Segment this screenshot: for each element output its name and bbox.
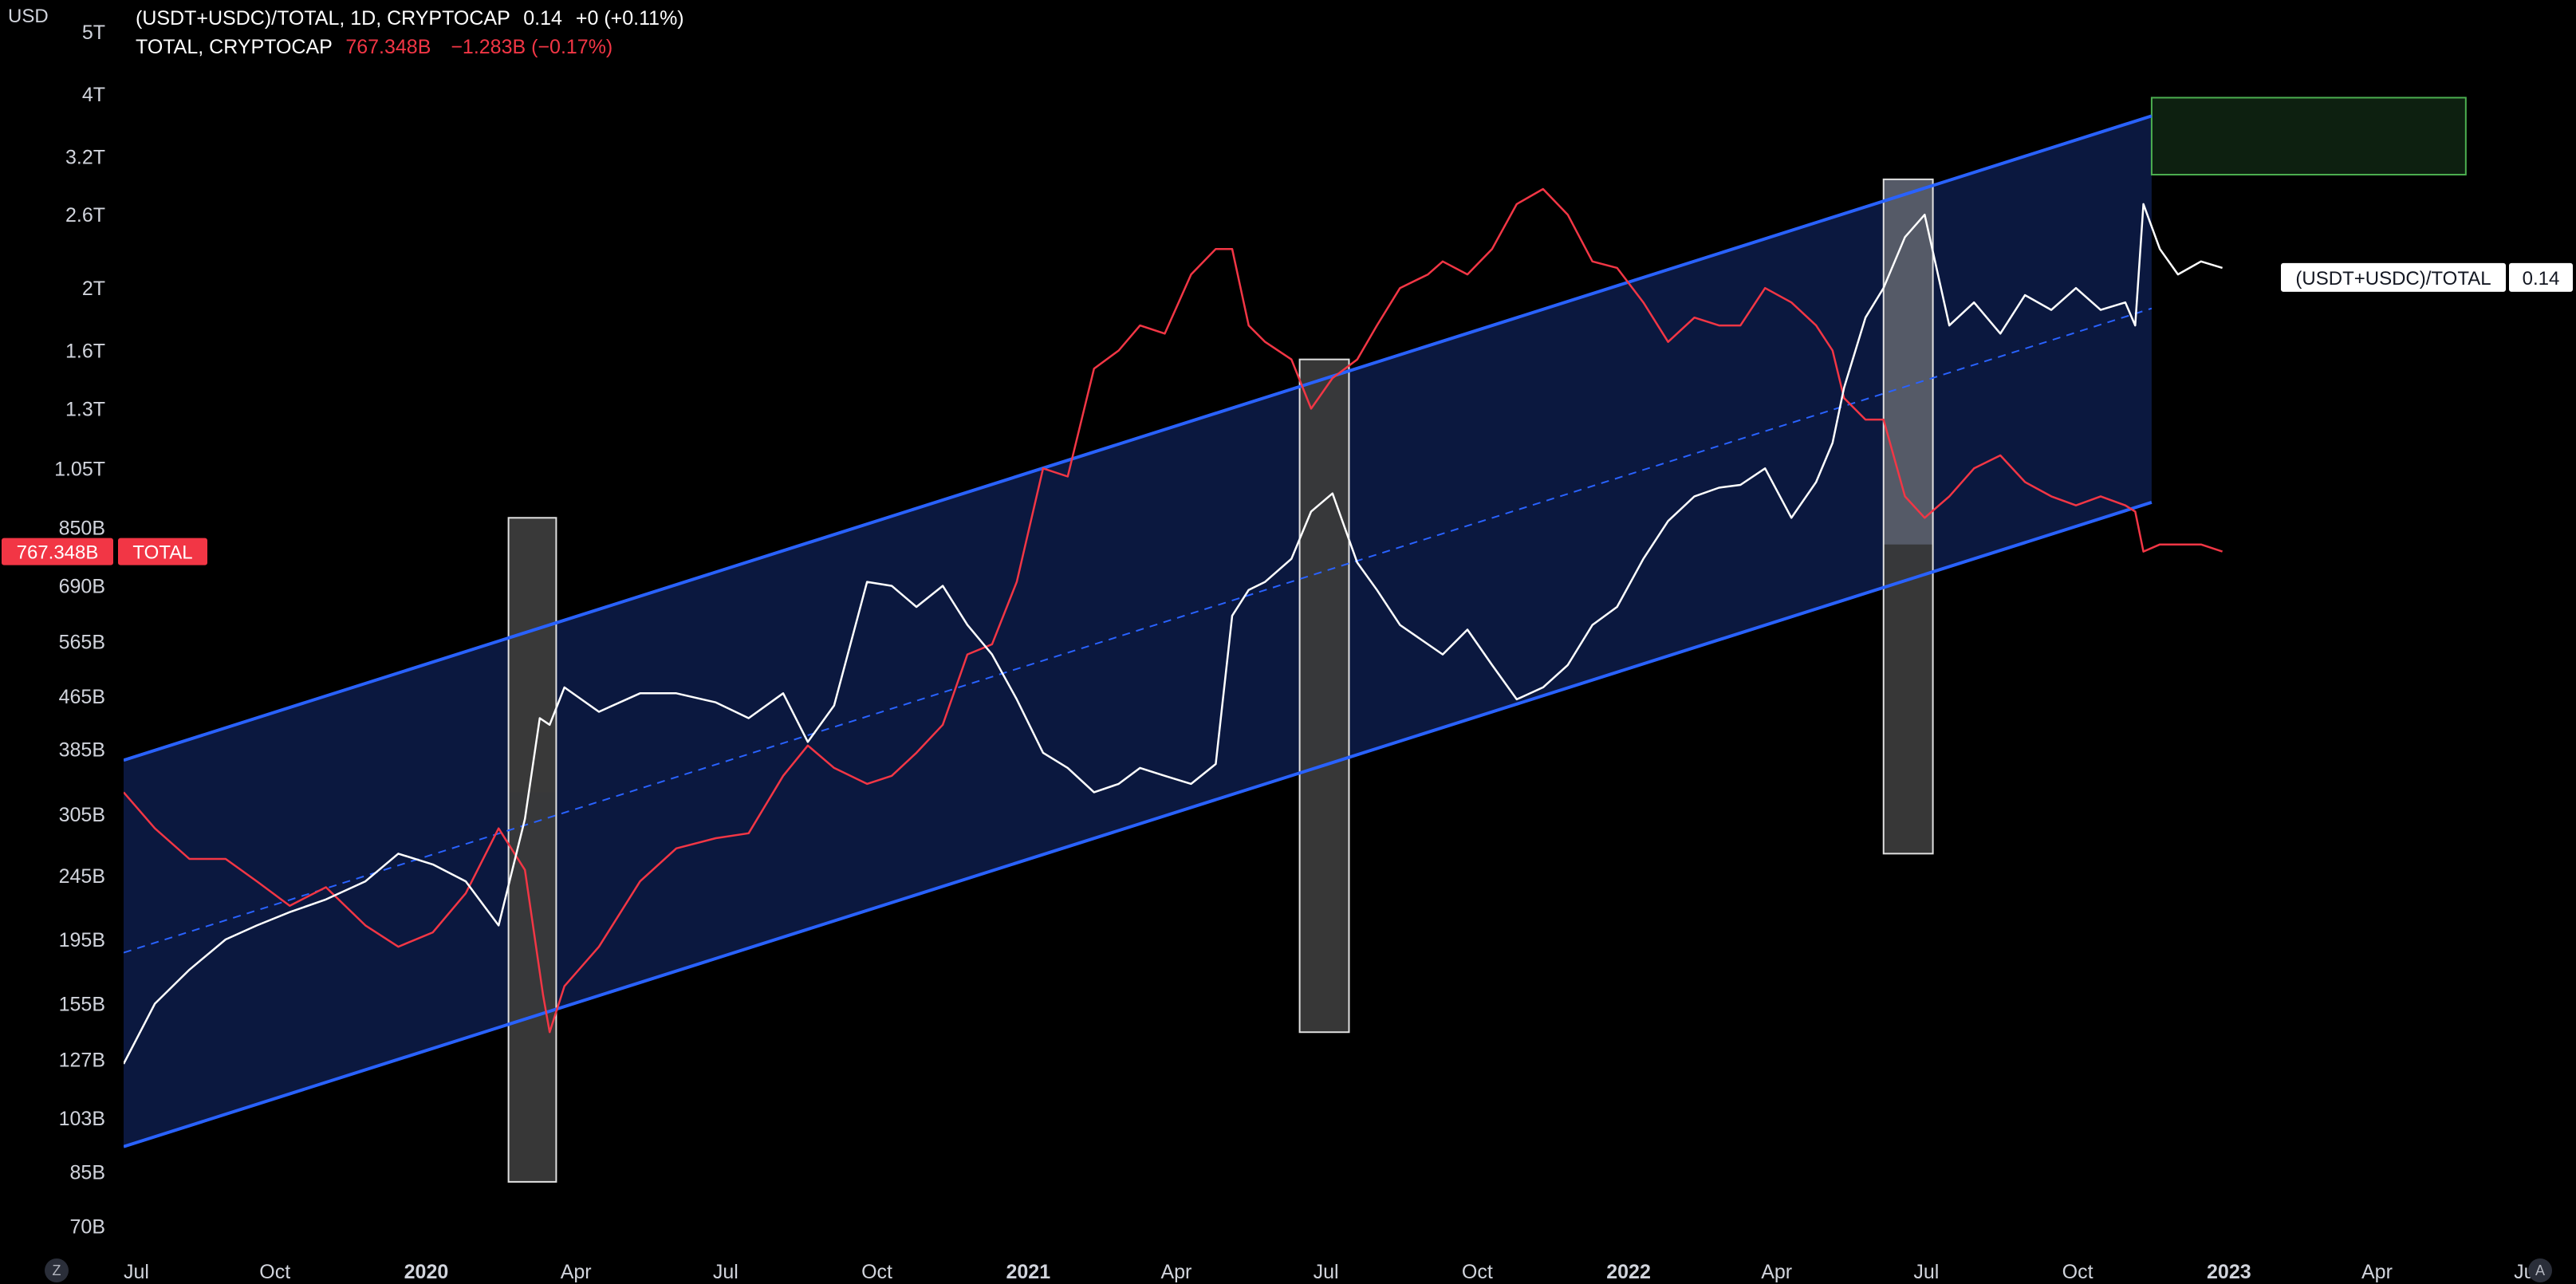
ratio-value-label: 0.14 (2523, 268, 2560, 289)
y-tick-label: 85B (70, 1161, 105, 1184)
y-tick-label: 127B (59, 1049, 105, 1071)
y-tick-label: 5T (82, 22, 105, 44)
x-tick-label: 2023 (2207, 1261, 2251, 1283)
x-tick-label: 2020 (404, 1261, 449, 1283)
legend-total-value: 767.348B (345, 36, 431, 58)
x-tick-label: 2022 (1606, 1261, 1651, 1283)
legend-ratio: (USDT+USDC)/TOTAL, 1D, CRYPTOCAP 0.14 +0… (136, 6, 684, 30)
y-tick-label: 245B (59, 865, 105, 888)
legend-total: TOTAL, CRYPTOCAP 767.348B −1.283B (−0.17… (136, 35, 612, 59)
x-tick-label: Apr (1761, 1261, 1792, 1283)
x-tick-label: Jul (1913, 1261, 1939, 1283)
ratio-name-badge (2281, 262, 2506, 292)
y-tick-label: 70B (70, 1215, 105, 1238)
y-tick-label: 1.6T (65, 341, 105, 363)
y-tick-label: 565B (59, 632, 105, 654)
highlight-box-border-1 (507, 517, 557, 1183)
auto-scale-a-icon[interactable]: A (2528, 1258, 2552, 1282)
x-tick-label: Apr (2361, 1261, 2393, 1283)
y-tick-label: 850B (59, 517, 105, 539)
y-tick-label: 155B (59, 994, 105, 1016)
legend-ratio-value: 0.14 (523, 7, 562, 30)
y-tick-label: 305B (59, 804, 105, 826)
target-zone-box[interactable] (2150, 96, 2467, 175)
y-tick-label: 465B (59, 686, 105, 708)
total-name-badge (118, 538, 207, 565)
y-tick-label: 2.6T (65, 204, 105, 226)
legend-total-change: −1.283B (−0.17%) (451, 36, 613, 58)
x-tick-label: Oct (2062, 1261, 2093, 1283)
total-price-label: 767.348B (17, 542, 99, 564)
y-tick-label: 690B (59, 576, 105, 598)
y-tick-label: 1.3T (65, 398, 105, 420)
legend-ratio-change: +0 (+0.11%) (575, 7, 684, 30)
y-tick-label: 1.05T (54, 458, 105, 480)
x-tick-label: Oct (1462, 1261, 1493, 1283)
y-tick-label: 195B (59, 929, 105, 951)
highlight-box-border-3 (1882, 178, 1934, 855)
x-tick-label: Jul (1314, 1261, 1339, 1283)
y-tick-label: 4T (82, 84, 105, 106)
y-tick-label: 385B (59, 738, 105, 761)
y-axis-currency-label: USD (8, 6, 49, 27)
x-tick-label: Jul (713, 1261, 739, 1283)
channel-lower-line[interactable] (123, 500, 2153, 1148)
y-axis-panel (0, 0, 124, 1284)
total-price-badge (2, 538, 113, 565)
highlight-box-border-2 (1298, 358, 1350, 1034)
highlight-box-top-1 (508, 518, 557, 793)
x-tick-label: Oct (259, 1261, 290, 1283)
ratio-value-badge (2509, 262, 2573, 292)
y-tick-label: 2T (82, 278, 105, 300)
channel-middle-line[interactable] (123, 307, 2153, 954)
legend-ratio-title: (USDT+USDC)/TOTAL, 1D, CRYPTOCAP (136, 7, 510, 30)
y-tick-label: 103B (59, 1108, 105, 1130)
legend-total-title: TOTAL, CRYPTOCAP (136, 36, 333, 58)
auto-scale-z-icon[interactable]: Z (45, 1258, 69, 1282)
x-tick-label: Apr (1160, 1261, 1191, 1283)
channel-upper-line[interactable] (123, 114, 2153, 762)
y-tick-label: 3.2T (65, 146, 105, 168)
ratio-name-label: (USDT+USDC)/TOTAL (2295, 268, 2491, 289)
x-tick-label: Apr (561, 1261, 592, 1283)
x-tick-label: 2021 (1006, 1261, 1050, 1283)
x-tick-label: Oct (861, 1261, 892, 1283)
x-tick-label: Jul (124, 1261, 149, 1283)
total-name-label: TOTAL (132, 542, 192, 564)
highlight-box-2[interactable] (1299, 359, 1349, 1033)
highlight-box-top-3 (1883, 179, 1933, 545)
